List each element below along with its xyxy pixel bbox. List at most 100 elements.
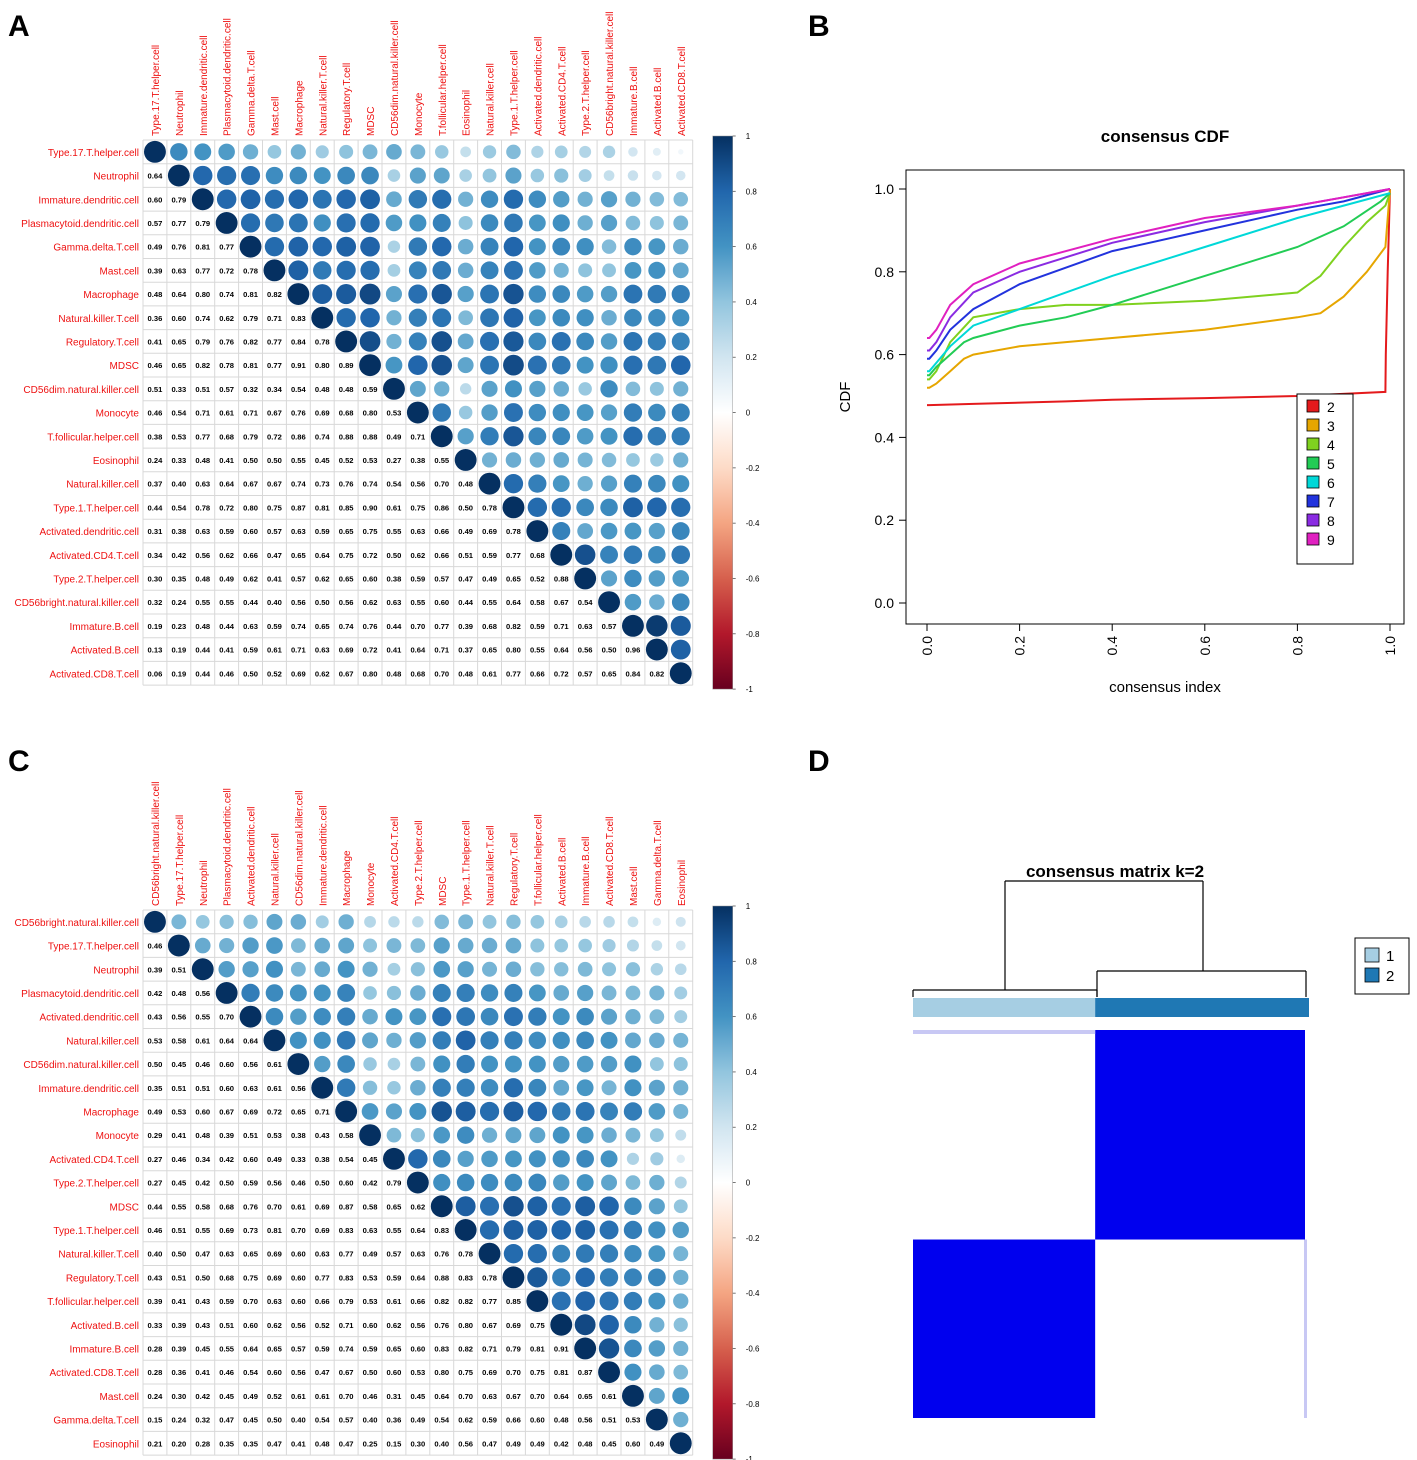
a-corr-value: 0.71	[291, 646, 307, 655]
c-row-label: Activated.B.cell	[71, 1321, 139, 1332]
c-corr-circle	[480, 1007, 499, 1026]
a-row-label: MDSC	[110, 361, 139, 372]
a-corr-value: 0.51	[195, 385, 211, 394]
c-corr-value: 0.47	[195, 1250, 210, 1259]
a-corr-value: 0.76	[363, 622, 378, 631]
c-col-label: Natural.killer.T.cell	[486, 825, 497, 906]
a-corr-circle	[460, 146, 472, 158]
c-corr-circle	[481, 937, 498, 954]
cdf-legend-label: 8	[1327, 513, 1335, 529]
c-corr-value: 0.42	[195, 1392, 210, 1401]
c-corr-circle	[674, 1176, 687, 1189]
a-corr-circle	[315, 145, 329, 159]
c-colorbar	[712, 905, 733, 1460]
c-corr-value: 0.43	[315, 1131, 330, 1140]
c-corr-circle	[674, 986, 688, 1000]
cdf-plot-frame	[905, 169, 1405, 625]
a-col-label: Activated.CD4.T.cell	[557, 47, 568, 136]
c-corr-value: 0.61	[291, 1392, 307, 1401]
c-corr-value: 0.49	[243, 1392, 258, 1401]
a-corr-circle	[503, 283, 524, 305]
a-corr-value: 0.64	[554, 646, 570, 655]
a-corr-value: 0.48	[195, 574, 210, 583]
c-corr-circle	[624, 1055, 642, 1073]
c-corr-value: 0.40	[434, 1439, 449, 1448]
c-corr-value: 0.66	[410, 1297, 425, 1306]
a-corr-value: 0.54	[387, 480, 403, 489]
c-corr-circle	[673, 1340, 689, 1357]
a-corr-value: 0.84	[291, 337, 307, 346]
a-corr-value: 0.77	[506, 669, 521, 678]
c-corr-circle	[505, 937, 522, 954]
a-corr-circle	[482, 145, 497, 159]
c-corr-circle	[598, 1338, 620, 1359]
c-corr-circle	[554, 962, 569, 977]
c-corr-value: 0.72	[267, 1107, 282, 1116]
c-row-label: Plasmacytoid.dendritic.cell	[21, 989, 139, 1000]
a-corr-circle	[241, 166, 261, 186]
c-corr-value: 0.62	[267, 1321, 282, 1330]
a-corr-circle	[478, 472, 501, 495]
a-corr-value: 0.62	[315, 669, 330, 678]
c-corr-value: 0.66	[315, 1297, 330, 1306]
c-corr-circle	[503, 1219, 524, 1240]
c-corr-circle	[410, 985, 426, 1001]
c-corr-circle	[553, 1055, 570, 1073]
a-corr-circle	[527, 497, 548, 518]
a-corr-circle	[406, 401, 429, 424]
c-corr-circle	[528, 1173, 547, 1192]
a-corr-circle	[481, 452, 498, 468]
c-row-label: Neutrophil	[93, 965, 139, 976]
a-corr-circle	[678, 149, 684, 155]
a-corr-value: 0.49	[482, 574, 497, 583]
a-corr-circle	[263, 259, 286, 282]
a-corr-value: 0.42	[171, 551, 186, 560]
cdf-y-tick-label: 0.8	[875, 264, 895, 280]
a-corr-value: 0.63	[291, 527, 306, 536]
c-corr-circle	[649, 1032, 665, 1049]
a-corr-circle	[578, 169, 592, 183]
a-corr-value: 0.48	[195, 456, 210, 465]
a-corr-value: 0.76	[291, 409, 306, 418]
c-corr-circle	[673, 1364, 689, 1380]
c-corr-value: 0.75	[458, 1368, 474, 1377]
c-corr-value: 0.49	[267, 1155, 282, 1164]
consensus-block-cluster-1	[913, 1239, 1096, 1418]
c-corr-value: 0.60	[626, 1439, 641, 1448]
c-corr-circle	[600, 1102, 619, 1121]
c-corr-circle	[505, 961, 522, 977]
a-corr-circle	[623, 497, 643, 518]
c-corr-value: 0.46	[148, 1226, 163, 1235]
a-corr-value: 0.63	[171, 266, 186, 275]
c-corr-value: 0.56	[267, 1179, 282, 1188]
c-corr-circle	[553, 1079, 570, 1096]
c-corr-circle	[480, 1031, 499, 1050]
a-corr-circle	[623, 474, 642, 493]
a-corr-circle	[387, 263, 401, 277]
a-corr-value: 0.39	[458, 622, 473, 631]
a-corr-value: 0.62	[410, 551, 425, 560]
c-corr-circle	[337, 960, 355, 978]
c-corr-circle	[673, 1103, 689, 1119]
c-corr-value: 0.58	[363, 1202, 378, 1211]
a-corr-value: 0.64	[315, 551, 331, 560]
c-corr-value: 0.87	[339, 1202, 354, 1211]
c-corr-circle	[504, 1031, 523, 1050]
a-corr-value: 0.57	[434, 574, 449, 583]
a-corr-circle	[432, 213, 451, 232]
a-corr-circle	[624, 593, 642, 611]
a-corr-value: 0.48	[315, 385, 330, 394]
c-corr-circle	[503, 1195, 524, 1217]
c-corr-value: 0.50	[363, 1368, 378, 1377]
c-corr-value: 0.29	[148, 1131, 163, 1140]
a-col-label: Macrophage	[294, 80, 305, 136]
a-row-label: Type.17.T.helper.cell	[48, 148, 139, 159]
a-corr-value: 0.74	[291, 480, 307, 489]
c-corr-value: 0.80	[434, 1368, 449, 1377]
a-corr-circle	[432, 261, 452, 280]
c-corr-circle	[458, 914, 474, 930]
a-corr-circle	[264, 189, 285, 209]
a-corr-circle	[481, 380, 498, 397]
c-corr-value: 0.50	[171, 1250, 186, 1259]
a-corr-value: 0.80	[243, 503, 258, 512]
